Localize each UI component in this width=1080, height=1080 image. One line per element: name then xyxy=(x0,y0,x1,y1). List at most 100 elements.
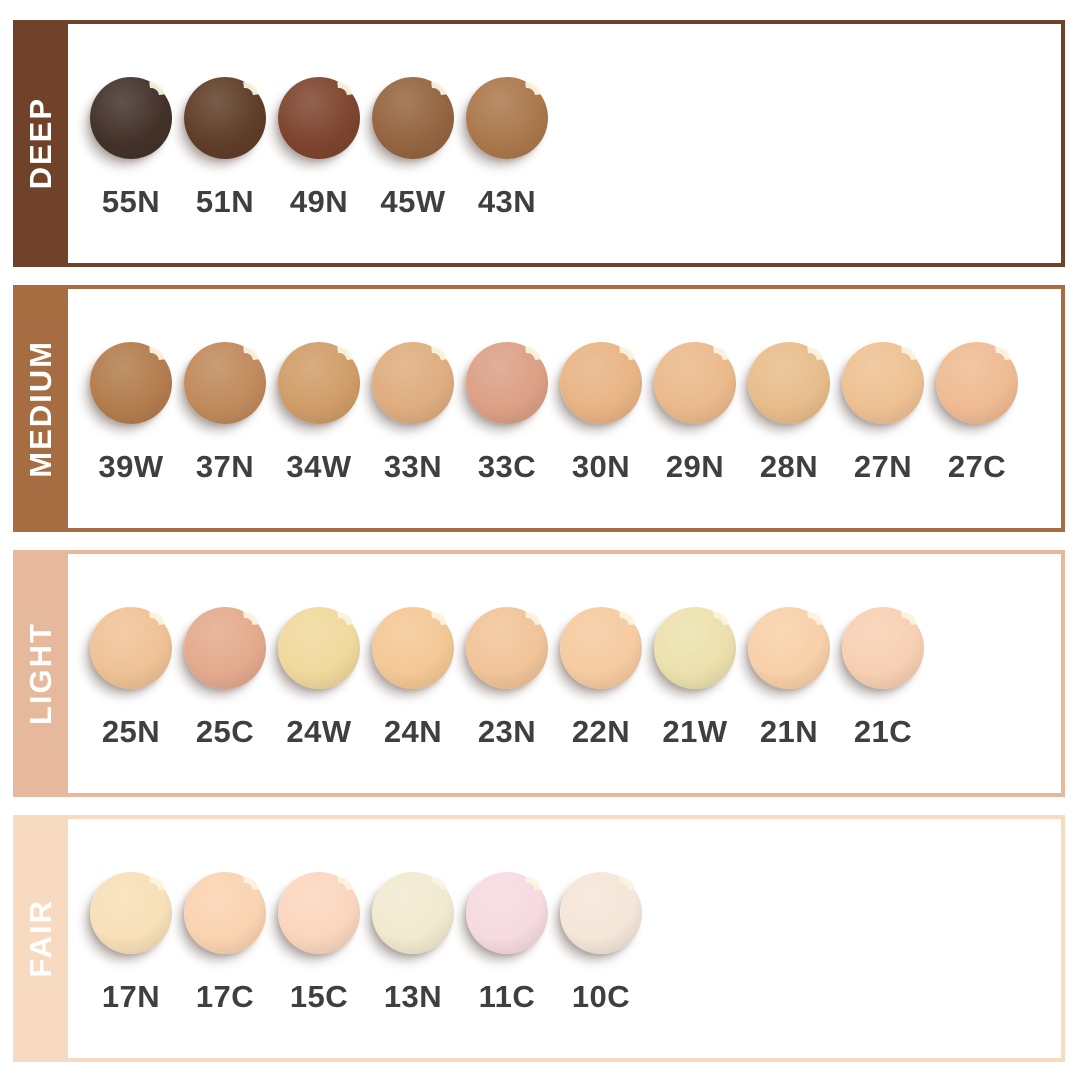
shade-code-label: 27N xyxy=(853,449,913,484)
shade-row-medium: MEDIUM 39W 37N 34W 33N 33C 30N 29N 28N 27N 27C xyxy=(13,285,1065,532)
gloss-highlight-icon xyxy=(695,341,735,381)
shade-code-label: 23N xyxy=(477,714,537,749)
gloss-highlight-icon xyxy=(319,871,359,911)
shade-swatch-51n: 51N xyxy=(178,76,272,220)
swatch-area: 55N 51N 49N 45W 43N xyxy=(68,24,1061,263)
foundation-drop-icon xyxy=(560,606,642,689)
foundation-drop-icon xyxy=(748,606,830,689)
shade-swatch-49n: 49N xyxy=(272,76,366,220)
category-label: MEDIUM xyxy=(22,339,58,478)
gloss-highlight-icon xyxy=(131,606,171,646)
shade-code-label: 43N xyxy=(477,184,537,219)
gloss-highlight-icon xyxy=(601,606,641,646)
shade-code-label: 30N xyxy=(571,449,631,484)
foundation-drop-icon xyxy=(560,871,642,954)
foundation-drop-icon xyxy=(90,606,172,689)
shade-code-label: 10C xyxy=(571,979,631,1014)
shade-swatch-10c: 10C xyxy=(554,871,648,1015)
shade-code-label: 21N xyxy=(759,714,819,749)
shade-swatch-11c: 11C xyxy=(460,871,554,1015)
shade-code-label: 33C xyxy=(477,449,537,484)
gloss-highlight-icon xyxy=(413,341,453,381)
foundation-drop-icon xyxy=(748,341,830,424)
shade-code-label: 15C xyxy=(289,979,349,1014)
swatch-area: 39W 37N 34W 33N 33C 30N 29N 28N 27N 27C xyxy=(68,289,1061,528)
shade-swatch-24w: 24W xyxy=(272,606,366,750)
category-label: DEEP xyxy=(22,97,58,190)
foundation-drop-icon xyxy=(372,606,454,689)
foundation-drop-icon xyxy=(278,606,360,689)
shade-code-label: 13N xyxy=(383,979,443,1014)
shade-code-label: 39W xyxy=(98,449,164,484)
shade-code-label: 49N xyxy=(289,184,349,219)
gloss-highlight-icon xyxy=(131,76,171,116)
foundation-drop-icon xyxy=(90,76,172,159)
shade-code-label: 11C xyxy=(478,979,536,1014)
gloss-highlight-icon xyxy=(225,341,265,381)
shade-swatch-21c: 21C xyxy=(836,606,930,750)
swatch-area: 17N 17C 15C 13N 11C 10C xyxy=(68,819,1061,1058)
category-sidebar: LIGHT xyxy=(13,550,68,797)
gloss-highlight-icon xyxy=(225,606,265,646)
gloss-highlight-icon xyxy=(413,606,453,646)
foundation-drop-icon xyxy=(466,341,548,424)
shade-swatch-24n: 24N xyxy=(366,606,460,750)
gloss-highlight-icon xyxy=(413,871,453,911)
gloss-highlight-icon xyxy=(695,606,735,646)
foundation-drop-icon xyxy=(466,76,548,159)
shade-code-label: 17N xyxy=(101,979,161,1014)
shade-row-deep: DEEP 55N 51N 49N 45W 43N xyxy=(13,20,1065,267)
shade-swatch-30n: 30N xyxy=(554,341,648,485)
foundation-drop-icon xyxy=(372,341,454,424)
shade-code-label: 24W xyxy=(286,714,352,749)
shade-code-label: 45W xyxy=(380,184,446,219)
shade-swatch-21w: 21W xyxy=(648,606,742,750)
category-sidebar: FAIR xyxy=(13,815,68,1062)
shade-code-label: 17C xyxy=(195,979,255,1014)
shade-code-label: 21W xyxy=(662,714,728,749)
shade-swatch-25c: 25C xyxy=(178,606,272,750)
shade-code-label: 29N xyxy=(665,449,725,484)
shade-row-light: LIGHT 25N 25C 24W 24N 23N 22N 21W 21N 21C xyxy=(13,550,1065,797)
shade-code-label: 34W xyxy=(286,449,352,484)
shade-code-label: 37N xyxy=(195,449,255,484)
category-label: FAIR xyxy=(22,899,58,978)
gloss-highlight-icon xyxy=(507,76,547,116)
shade-code-label: 55N xyxy=(101,184,161,219)
swatch-area: 25N 25C 24W 24N 23N 22N 21W 21N 21C xyxy=(68,554,1061,793)
foundation-drop-icon xyxy=(936,341,1018,424)
gloss-highlight-icon xyxy=(319,341,359,381)
foundation-drop-icon xyxy=(278,871,360,954)
shade-swatch-45w: 45W xyxy=(366,76,460,220)
shade-code-label: 28N xyxy=(759,449,819,484)
gloss-highlight-icon xyxy=(601,341,641,381)
category-label: LIGHT xyxy=(22,622,58,725)
shade-swatch-13n: 13N xyxy=(366,871,460,1015)
gloss-highlight-icon xyxy=(131,871,171,911)
shade-swatch-43n: 43N xyxy=(460,76,554,220)
shade-swatch-22n: 22N xyxy=(554,606,648,750)
category-sidebar: MEDIUM xyxy=(13,285,68,532)
shade-code-label: 25C xyxy=(195,714,255,749)
gloss-highlight-icon xyxy=(507,871,547,911)
gloss-highlight-icon xyxy=(507,606,547,646)
gloss-highlight-icon xyxy=(883,606,923,646)
shade-swatch-34w: 34W xyxy=(272,341,366,485)
foundation-drop-icon xyxy=(278,341,360,424)
gloss-highlight-icon xyxy=(413,76,453,116)
gloss-highlight-icon xyxy=(225,76,265,116)
foundation-drop-icon xyxy=(654,606,736,689)
foundation-drop-icon xyxy=(90,341,172,424)
foundation-drop-icon xyxy=(466,606,548,689)
shade-swatch-27n: 27N xyxy=(836,341,930,485)
shade-code-label: 27C xyxy=(947,449,1007,484)
gloss-highlight-icon xyxy=(131,341,171,381)
foundation-drop-icon xyxy=(184,341,266,424)
foundation-drop-icon xyxy=(842,606,924,689)
foundation-drop-icon xyxy=(184,76,266,159)
shade-code-label: 33N xyxy=(383,449,443,484)
foundation-drop-icon xyxy=(654,341,736,424)
gloss-highlight-icon xyxy=(883,341,923,381)
gloss-highlight-icon xyxy=(789,606,829,646)
foundation-drop-icon xyxy=(560,341,642,424)
